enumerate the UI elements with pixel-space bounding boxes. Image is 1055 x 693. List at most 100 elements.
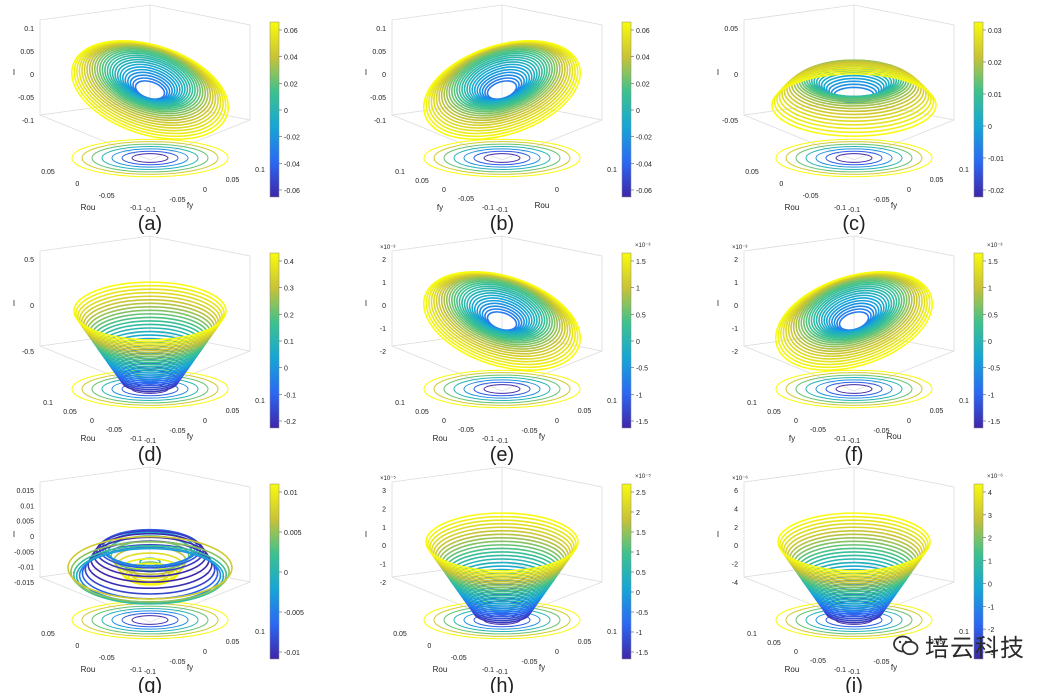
colorbar (621, 21, 632, 198)
colorbar-tick-label: 2 (988, 536, 992, 543)
x-tick-label: 0.05 (415, 178, 429, 185)
contour-line (825, 381, 883, 397)
z-tick-label: 1 (382, 280, 386, 287)
colorbar-tick-label: -1 (988, 604, 994, 611)
x-tick-label: 0 (442, 418, 446, 425)
colorbar-exponent: ×10⁻³ (987, 243, 1002, 249)
colorbar (269, 21, 280, 198)
colorbar-tick-label: -0.5 (988, 366, 1000, 373)
x-tick-label: 0.1 (43, 400, 53, 407)
z-tick-label: -0.005 (14, 549, 34, 556)
colorbar-tick-label: -0.01 (988, 156, 1004, 163)
z-tick-label: -2 (380, 580, 386, 587)
subplot-c: 0.05 0 -0.05 I 0.05 0 -0.05 -0.1 Rou -0.1 -0.05 0 0.… (717, 4, 1004, 235)
z-exponent: ×10⁻³ (732, 245, 747, 251)
contour-line (775, 138, 933, 178)
surface-ring (422, 39, 582, 140)
z-tick-label: -0.015 (14, 580, 34, 587)
surface-ring (451, 47, 553, 113)
y-tick-label: 0 (555, 649, 559, 656)
contour-line (815, 148, 893, 168)
y-tick-label: -0.05 (874, 428, 890, 435)
contour-line (121, 612, 179, 628)
surface-ring (815, 287, 893, 337)
panel-label: (e) (490, 444, 514, 466)
colorbar-tick-label: 0.5 (636, 570, 646, 577)
contour-line (483, 153, 521, 163)
x-axis-label: Rou (433, 434, 448, 443)
surface-ring (456, 50, 548, 110)
surface-ring (73, 281, 227, 341)
z-axis-label: I (13, 68, 15, 77)
x-tick-label: 0 (75, 643, 79, 650)
surface-ring (810, 283, 898, 339)
panel-label: (d) (138, 444, 162, 466)
contour-line (825, 150, 883, 166)
subplot-g: 0.015 0.01 0.005 0 -0.005 -0.01 -0.015 I 0.05 0 -0… (13, 466, 304, 693)
y-axis-label: fy (539, 663, 545, 672)
contour-line (433, 141, 571, 175)
surface-ring (797, 276, 911, 348)
colorbar-tick-label: -1 (636, 630, 642, 637)
surface-ring (788, 61, 920, 113)
x-tick-label: -0.05 (458, 196, 474, 203)
z-tick-label: -2 (380, 349, 386, 356)
surface-ring (429, 519, 575, 576)
z-exponent: ×10⁻⁵ (380, 475, 396, 482)
y-tick-label: -0.1 (496, 207, 508, 214)
colorbar-tick-label: 1 (988, 286, 992, 293)
colorbar-tick-label: -0.5 (636, 366, 648, 373)
colorbar-tick-label: 1 (636, 550, 640, 557)
surface-ring (453, 49, 551, 111)
surface-ring (466, 289, 538, 336)
panel-label: (b) (490, 213, 514, 235)
surface-ring (461, 54, 543, 107)
surface-ring (774, 270, 934, 371)
x-tick-label: 0.05 (767, 409, 781, 416)
x-tick-label: 0.1 (395, 169, 405, 176)
x-tick-label: -0.1 (130, 436, 142, 443)
colorbar-tick-label: 0 (988, 339, 992, 346)
surface-ring (96, 530, 205, 573)
contour-line (483, 384, 521, 394)
y-tick-label: -0.1 (496, 669, 508, 676)
surface-ring (813, 285, 895, 338)
contour-line (825, 612, 883, 628)
colorbar-tick-label: 0.2 (284, 312, 294, 319)
z-tick-label: 0 (30, 534, 34, 541)
x-tick-label: -0.1 (834, 436, 846, 443)
colorbar-tick-label: 4 (988, 490, 992, 497)
colorbar-tick-label: 1 (636, 286, 640, 293)
y-tick-label: 0.05 (226, 177, 240, 184)
subplot-e: 2 1 0 -1 -2 ×10⁻³ I 0.1 0.05 0 -0.05 -0.1 Rou -0.1 -0.… (365, 235, 650, 466)
x-tick-label: 0 (90, 418, 94, 425)
contour-line (785, 372, 923, 406)
subplot-d: 0.5 0 -0.5 I 0.1 0.05 0 -0.05 -0.1 Rou -0.1 -0.05 0 0… (13, 235, 296, 466)
x-tick-label: -0.1 (130, 667, 142, 674)
colorbar-tick-label: 0.06 (284, 28, 298, 35)
z-tick-label: 0 (734, 72, 738, 79)
contour-line (463, 148, 541, 168)
z-axis-label: I (365, 530, 367, 539)
y-tick-label: 0.1 (607, 629, 617, 636)
colorbar-tick-label: 0 (988, 581, 992, 588)
y-tick-label: -0.05 (522, 659, 538, 666)
surface-ring (445, 276, 559, 348)
y-tick-label: 0 (203, 187, 207, 194)
surface-ring (93, 45, 207, 117)
colorbar-tick-label: 0.06 (636, 28, 650, 35)
contour-line (453, 145, 551, 171)
z-tick-label: 2 (382, 257, 386, 264)
z-tick-label: -0.1 (374, 118, 386, 125)
x-tick-label: -0.05 (451, 655, 467, 662)
surface-ring (800, 277, 908, 346)
y-tick-label: 0.05 (930, 639, 944, 646)
x-tick-label: -0.1 (482, 205, 494, 212)
x-tick-label: 0.05 (41, 631, 55, 638)
colorbar-tick-label: 0 (284, 366, 288, 373)
surface-ring (448, 46, 556, 115)
contour-line (805, 376, 903, 402)
y-tick-label: -0.05 (170, 428, 186, 435)
x-tick-label: -0.05 (106, 427, 122, 434)
z-exponent: ×10⁻³ (380, 245, 395, 251)
